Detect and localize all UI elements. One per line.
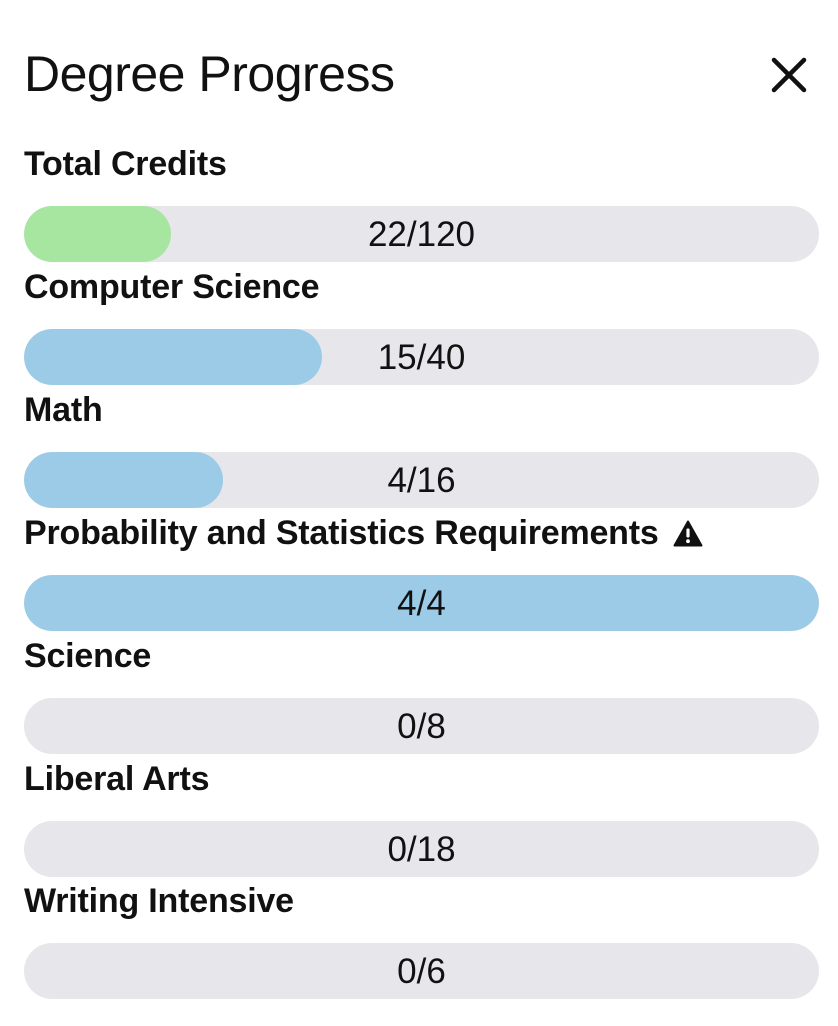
requirement-label: Total Credits xyxy=(24,144,227,183)
requirement-writing-intensive: Writing Intensive 0/6 xyxy=(24,881,819,999)
requirement-liberal-arts: Liberal Arts 0/18 xyxy=(24,759,819,877)
progress-bar: 15/40 xyxy=(24,329,819,385)
progress-bar-fill xyxy=(24,575,819,631)
progress-bar-fill xyxy=(24,206,172,262)
progress-text: 0/18 xyxy=(387,830,456,869)
panel-title: Degree Progress xyxy=(24,46,395,102)
requirement-label: Writing Intensive xyxy=(24,881,294,920)
requirement-label-row: Probability and Statistics Requirements xyxy=(24,513,819,553)
progress-bar: 0/8 xyxy=(24,698,819,754)
requirement-label: Computer Science xyxy=(24,267,320,306)
progress-bar-fill xyxy=(24,452,223,508)
requirement-science: Science 0/8 xyxy=(24,636,819,754)
requirement-label: Probability and Statistics Requirements xyxy=(24,513,659,552)
requirement-computer-science: Computer Science 15/40 xyxy=(24,267,819,385)
progress-bar: 4/16 xyxy=(24,452,819,508)
requirement-total-credits: Total Credits 22/120 xyxy=(24,144,819,262)
panel-header: Degree Progress xyxy=(24,42,814,112)
warning-icon[interactable] xyxy=(673,520,703,547)
progress-text: 4/4 xyxy=(397,584,446,623)
requirement-math: Math 4/16 xyxy=(24,390,819,508)
progress-text: 15/40 xyxy=(377,338,466,377)
progress-bar: 4/4 xyxy=(24,575,819,631)
close-button[interactable] xyxy=(766,52,812,98)
requirement-label: Math xyxy=(24,390,103,429)
progress-text: 22/120 xyxy=(367,215,476,254)
progress-bar: 0/6 xyxy=(24,943,819,999)
requirement-probability-statistics: Probability and Statistics Requirements … xyxy=(24,513,819,631)
requirement-label: Science xyxy=(24,636,152,675)
requirement-label: Liberal Arts xyxy=(24,759,210,798)
progress-bar: 22/120 xyxy=(24,206,819,262)
progress-bar: 0/18 xyxy=(24,821,819,877)
progress-text: 0/6 xyxy=(397,952,446,991)
progress-bar-fill xyxy=(24,329,323,385)
progress-text: 4/16 xyxy=(387,461,456,500)
progress-text: 0/8 xyxy=(397,707,446,746)
close-icon xyxy=(771,57,807,93)
